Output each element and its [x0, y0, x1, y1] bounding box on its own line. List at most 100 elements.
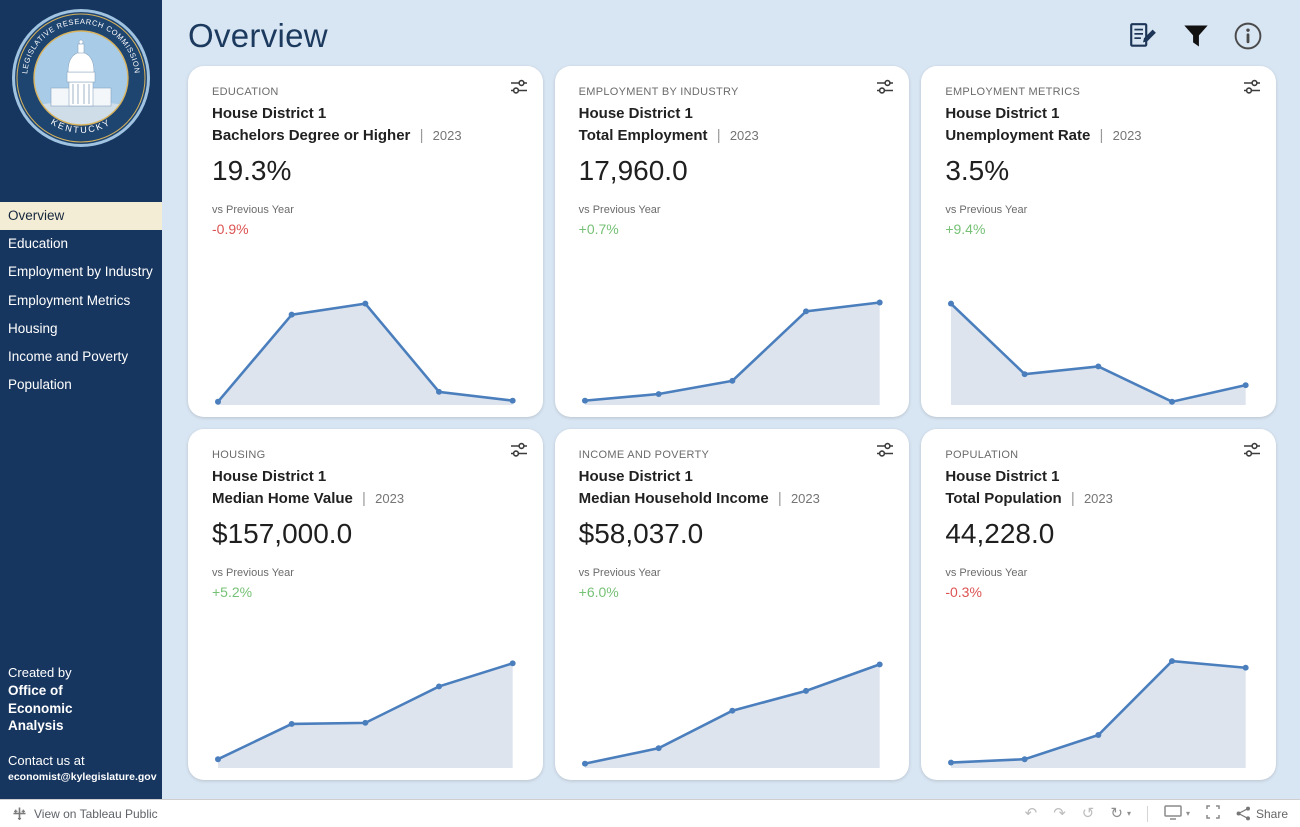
sidebar: LEGISLATIVE RESEARCH COMMISSION KENTUCKY…: [0, 0, 162, 799]
card-employment-by-industry: EMPLOYMENT BY INDUSTRY House District 1 …: [554, 66, 910, 417]
card-metric: Total Population: [945, 490, 1062, 507]
card-metric-row: Total Population | 2023: [945, 490, 1252, 507]
share-button[interactable]: Share: [1236, 806, 1288, 821]
card-value: $58,037.0: [578, 518, 704, 549]
page-title: Overview: [188, 17, 328, 54]
display-options-icon[interactable]: [1164, 804, 1182, 823]
customize-sliders-icon[interactable]: [875, 441, 895, 464]
kpi-card-grid: EDUCATION House District 1 Bachelors Deg…: [188, 66, 1276, 780]
vs-previous-label: vs Previous Year: [945, 204, 1028, 216]
card-metric: Median Home Value: [212, 490, 353, 507]
vs-previous-label: vs Previous Year: [212, 204, 294, 216]
card-metric: Unemployment Rate: [945, 127, 1091, 144]
card-year: 2023: [1112, 128, 1142, 143]
card-category: EMPLOYMENT BY INDUSTRY: [578, 86, 739, 98]
card-category: EDUCATION: [212, 86, 279, 98]
card-metric: Bachelors Degree or Higher: [212, 127, 411, 144]
card-category: INCOME AND POVERTY: [578, 449, 710, 461]
refresh-icon[interactable]: ↻: [1110, 805, 1123, 822]
metric-separator: |: [362, 490, 366, 507]
created-by-label: Created by: [8, 665, 72, 681]
sidebar-item-education[interactable]: Education: [8, 236, 69, 252]
view-on-tableau-label: View on Tableau Public: [34, 806, 158, 821]
customize-sliders-icon[interactable]: [875, 78, 895, 101]
vs-previous-label: vs Previous Year: [578, 204, 661, 216]
toolbar-icons: ↶ ↷ ↺ ↻ ▾ ▾: [1024, 804, 1288, 823]
change-value: +5.2%: [212, 584, 253, 600]
card-education: EDUCATION House District 1 Bachelors Deg…: [188, 66, 543, 417]
card-year: 2023: [790, 491, 820, 506]
customize-sliders-icon[interactable]: [509, 441, 529, 464]
refresh-caret-icon[interactable]: ▾: [1126, 809, 1131, 818]
card-metric-row: Median Household Income | 2023: [579, 490, 886, 507]
sidebar-item-population[interactable]: Population: [8, 377, 72, 393]
card-value: $157,000.0: [212, 518, 353, 549]
metric-separator: |: [419, 127, 424, 144]
lrc-seal-logo: LEGISLATIVE RESEARCH COMMISSION KENTUCKY: [0, 0, 162, 202]
trend-area-chart[interactable]: [579, 281, 886, 409]
card-category: POPULATION: [945, 449, 1019, 461]
sidebar-item-employment-metrics[interactable]: Employment Metrics: [8, 292, 131, 308]
customize-sliders-icon[interactable]: [1242, 78, 1262, 101]
share-icon: [1236, 806, 1250, 821]
view-on-tableau-link[interactable]: View on Tableau Public: [12, 806, 158, 821]
contact-email[interactable]: economist@kylegislature.gov: [8, 771, 157, 783]
metric-separator: |: [1070, 490, 1075, 507]
card-housing: HOUSING House District 1 Median Home Val…: [188, 429, 543, 780]
sidebar-item-income-and-poverty[interactable]: Income and Poverty: [8, 349, 129, 365]
org-name: Office of Economic Analysis: [8, 683, 73, 734]
card-metric-row: Unemployment Rate | 2023: [945, 127, 1252, 144]
change-value: +0.7%: [578, 221, 619, 237]
card-category: EMPLOYMENT METRICS: [945, 86, 1081, 98]
card-year: 2023: [375, 491, 405, 506]
trend-area-chart[interactable]: [579, 644, 886, 772]
tableau-bottom-bar: View on Tableau Public ↶ ↷ ↺ ↻ ▾ ▾: [0, 799, 1300, 827]
sidebar-item-overview[interactable]: Overview: [0, 202, 162, 231]
tableau-logo-icon: [13, 807, 26, 820]
filter-funnel-icon[interactable]: [1182, 22, 1210, 50]
trend-area-chart[interactable]: [945, 281, 1252, 409]
header-icons: [1128, 22, 1276, 50]
sidebar-item-employment-by-industry[interactable]: Employment by Industry: [8, 264, 153, 280]
share-label: Share: [1255, 806, 1288, 821]
metric-separator: |: [1099, 127, 1104, 144]
trend-area-chart[interactable]: [212, 644, 519, 772]
card-metric-row: Bachelors Degree or Higher | 2023: [212, 127, 519, 144]
undo-icon[interactable]: ↶: [1024, 805, 1038, 822]
lrc-seal-icon: LEGISLATIVE RESEARCH COMMISSION KENTUCKY: [12, 9, 150, 147]
card-district: House District 1: [945, 105, 1060, 122]
contact-label: Contact us at: [8, 753, 85, 768]
card-employment-metrics: EMPLOYMENT METRICS House District 1 Unem…: [921, 66, 1276, 417]
sidebar-item-housing[interactable]: Housing: [8, 320, 58, 336]
card-income-and-poverty: INCOME AND POVERTY House District 1 Medi…: [554, 429, 910, 780]
vs-previous-label: vs Previous Year: [578, 567, 661, 579]
card-metric: Total Employment: [578, 127, 708, 144]
main-row: LEGISLATIVE RESEARCH COMMISSION KENTUCKY…: [0, 0, 1300, 799]
card-value: 44,228.0: [945, 518, 1055, 549]
card-year: 2023: [432, 128, 462, 143]
trend-area-chart[interactable]: [945, 644, 1252, 772]
card-year: 2023: [1083, 491, 1113, 506]
card-year: 2023: [729, 128, 759, 143]
redo-icon[interactable]: ↷: [1053, 805, 1066, 822]
change-value: +9.4%: [945, 221, 986, 237]
content-area: Overview: [162, 0, 1300, 799]
fullscreen-icon[interactable]: [1206, 805, 1220, 822]
replay-icon[interactable]: ↺: [1081, 805, 1095, 822]
display-caret-icon[interactable]: ▾: [1185, 809, 1190, 818]
card-population: POPULATION House District 1 Total Popula…: [921, 429, 1276, 780]
info-icon[interactable]: [1234, 22, 1262, 50]
metric-separator: |: [777, 490, 782, 507]
card-district: House District 1: [212, 468, 327, 485]
notes-edit-icon[interactable]: [1128, 22, 1158, 50]
customize-sliders-icon[interactable]: [509, 78, 529, 101]
card-category: HOUSING: [212, 449, 266, 461]
change-value: +6.0%: [578, 584, 619, 600]
card-value: 3.5%: [945, 155, 1010, 186]
customize-sliders-icon[interactable]: [1242, 441, 1262, 464]
toolbar-divider: [1146, 805, 1148, 822]
trend-area-chart[interactable]: [212, 281, 519, 409]
card-value: 17,960.0: [578, 155, 688, 186]
vs-previous-label: vs Previous Year: [945, 567, 1028, 579]
